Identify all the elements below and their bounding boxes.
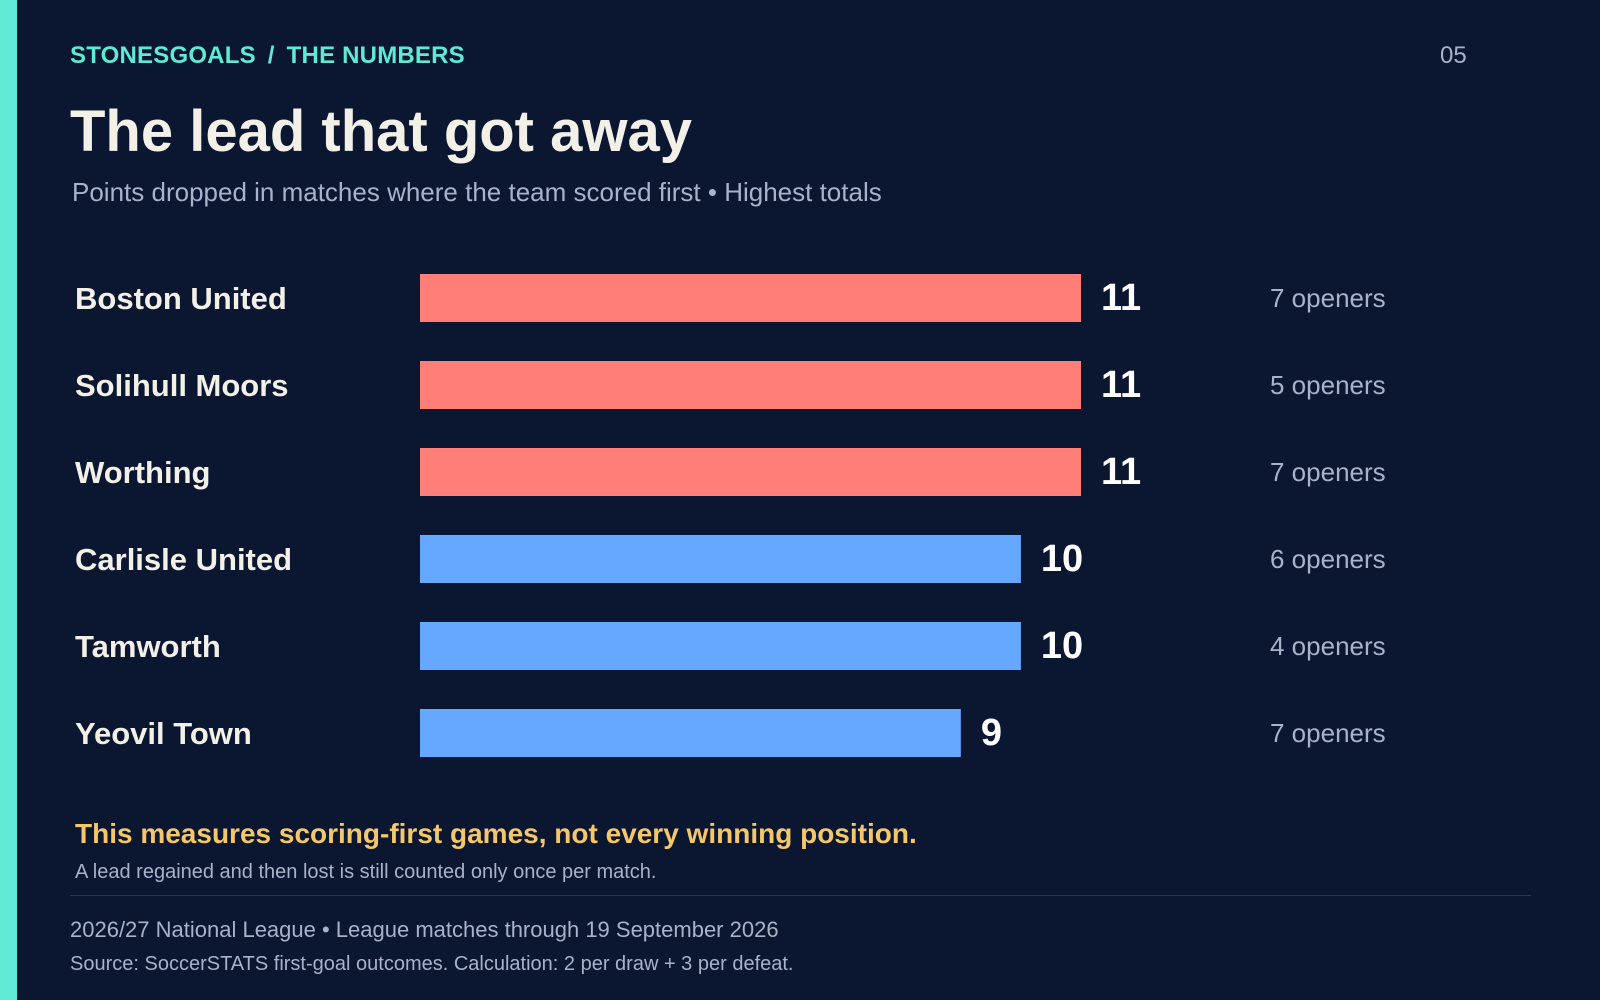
value-label: 11 <box>1101 277 1141 319</box>
openers-label: 7 openers <box>1270 457 1386 487</box>
category-label: Worthing <box>75 455 210 490</box>
category-label: Carlisle United <box>75 542 292 577</box>
openers-label: 4 openers <box>1270 631 1386 661</box>
category-label: Yeovil Town <box>75 716 252 751</box>
page-number: 05 <box>1440 42 1467 69</box>
bar <box>420 448 1081 496</box>
breadcrumb: STONESGOALS / THE NUMBERS <box>70 42 465 70</box>
value-label: 10 <box>1041 538 1083 580</box>
category-label: Solihull Moors <box>75 368 289 403</box>
footer-context: 2026/27 National League • League matches… <box>70 917 779 942</box>
openers-label: 7 openers <box>1270 283 1386 313</box>
value-label: 11 <box>1101 451 1141 493</box>
value-label: 10 <box>1041 625 1083 667</box>
openers-label: 6 openers <box>1270 544 1386 574</box>
bar <box>420 709 961 757</box>
openers-label: 5 openers <box>1270 370 1386 400</box>
category-label: Boston United <box>75 281 287 316</box>
bar <box>420 361 1081 409</box>
bar <box>420 622 1021 670</box>
footer-divider <box>70 895 1531 896</box>
note-body: A lead regained and then lost is still c… <box>75 861 657 883</box>
footer-source: Source: SoccerSTATS first-goal outcomes.… <box>70 953 794 975</box>
value-label: 11 <box>1101 364 1141 406</box>
note-headline: This measures scoring-first games, not e… <box>75 818 917 849</box>
bar <box>420 535 1021 583</box>
category-label: Tamworth <box>75 629 221 664</box>
page-subtitle: Points dropped in matches where the team… <box>72 177 882 207</box>
brand-name: STONESGOALS <box>70 42 256 69</box>
value-label: 9 <box>981 712 1002 754</box>
bar <box>420 274 1081 322</box>
section-name: THE NUMBERS <box>286 42 465 69</box>
breadcrumb-separator: / <box>267 42 275 69</box>
page-title: The lead that got away <box>70 99 692 164</box>
openers-label: 7 openers <box>1270 718 1386 748</box>
accent-bar <box>0 0 17 1000</box>
